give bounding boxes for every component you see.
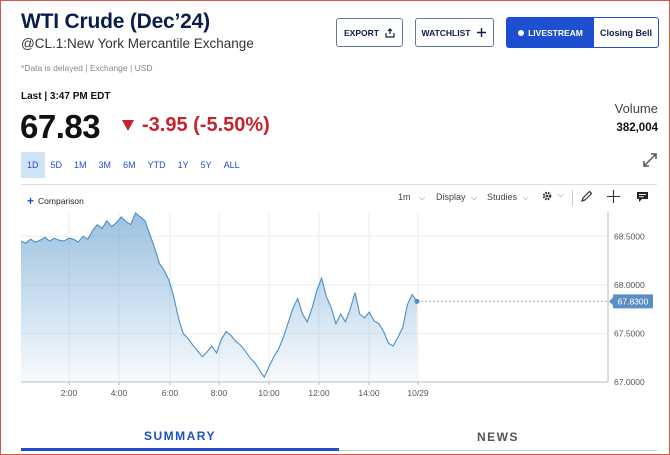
exchange-subtitle: @CL.1:New York Mercantile Exchange [21, 36, 254, 51]
x-tick-label: 4:00 [111, 388, 128, 398]
livestream-widget[interactable]: LIVESTREAM Closing Bell [506, 17, 659, 48]
x-tick-label: 6:00 [162, 388, 179, 398]
range-5y[interactable]: 5Y [200, 160, 212, 170]
price-area-fill [21, 213, 417, 382]
y-tick-label: 67.5000 [614, 328, 645, 338]
closing-bell-link[interactable]: Closing Bell [599, 27, 652, 38]
x-tick-label: 12:00 [308, 388, 330, 398]
volume-value: 382,004 [616, 122, 658, 134]
range-5d[interactable]: 5D [50, 160, 63, 170]
export-button[interactable]: EXPORT [336, 18, 403, 47]
last-value-label: 67.8300 [618, 297, 649, 307]
price-chart[interactable]: 67.8300 68.5000 68.0000 67.5000 67.0000 2:00 4… [21, 210, 657, 400]
chevron-down-icon: ⌵ [522, 193, 529, 202]
range-1d[interactable]: 1D [21, 152, 45, 178]
last-value-badge-pointer [609, 297, 613, 306]
chevron-down-icon: ⌵ [471, 193, 478, 202]
bottom-tabs: SUMMARY NEWS [21, 424, 657, 454]
x-tick-label: 14:00 [358, 388, 380, 398]
plus-icon [477, 28, 487, 37]
y-tick-label: 68.5000 [614, 231, 645, 241]
studies-dropdown[interactable]: Studies ⌵ [487, 192, 529, 203]
price-change: -3.95 (-5.50%) [142, 114, 270, 136]
comparison-label: Comparison [38, 196, 84, 206]
live-dot-icon [518, 29, 525, 36]
range-3m[interactable]: 3M [98, 160, 112, 170]
price-chart-svg: 67.8300 68.5000 68.0000 67.5000 67.0000 2:00 4… [21, 212, 653, 398]
export-icon [385, 27, 395, 38]
expand-icon[interactable] [642, 152, 658, 168]
range-ytd[interactable]: YTD [147, 160, 166, 170]
settings-dropdown[interactable]: ⌵ [541, 190, 564, 204]
time-range-selector: 1D 5D 1M 3M 6M YTD 1Y 5Y ALL [21, 152, 246, 178]
comparison-button[interactable]: + Comparison [27, 194, 84, 208]
tab-summary[interactable]: SUMMARY [21, 424, 339, 451]
livestream-button[interactable]: LIVESTREAM [507, 18, 594, 47]
volume-label: Volume [614, 101, 658, 116]
toolbar-separator [572, 190, 573, 206]
tab-news[interactable]: NEWS [339, 424, 657, 451]
toolbar-divider [21, 184, 657, 185]
watchlist-button[interactable]: WATCHLIST [415, 18, 494, 47]
comparison-plus-icon: + [27, 194, 35, 208]
interval-dropdown[interactable]: 1m ⌵ [398, 192, 425, 203]
display-label: Display [436, 192, 466, 202]
last-trade-time: Last | 3:47 PM EDT [21, 91, 111, 102]
range-all[interactable]: ALL [223, 160, 240, 170]
last-price: 67.83 [20, 108, 101, 145]
last-value-badge [613, 294, 653, 309]
page-title: WTI Crude (Dec’24) [21, 10, 210, 33]
export-label: EXPORT [344, 27, 379, 38]
x-tick-label: 8:00 [211, 388, 228, 398]
last-value-marker [414, 298, 420, 304]
range-1y[interactable]: 1Y [177, 160, 189, 170]
delayed-note: *Data is delayed | Exchange | USD [21, 63, 153, 73]
gear-icon [542, 191, 552, 201]
crosshair-icon[interactable] [606, 189, 621, 204]
watchlist-label: WATCHLIST [421, 27, 471, 38]
down-arrow-icon [122, 120, 134, 131]
range-6m[interactable]: 6M [123, 160, 136, 170]
price-line [21, 212, 418, 379]
range-1m[interactable]: 1M [74, 160, 87, 170]
chevron-down-icon: ⌵ [419, 193, 426, 202]
x-tick-label: 10/29 [407, 388, 429, 398]
y-tick-label: 68.0000 [614, 280, 645, 290]
comment-icon[interactable] [636, 191, 649, 203]
pencil-icon[interactable] [580, 190, 593, 203]
livestream-label: LIVESTREAM [528, 27, 583, 38]
x-tick-label: 10:00 [258, 388, 280, 398]
studies-label: Studies [487, 192, 518, 202]
x-tick-label: 2:00 [61, 388, 78, 398]
display-dropdown[interactable]: Display ⌵ [436, 192, 477, 203]
interval-label: 1m [398, 192, 411, 202]
chevron-down-icon: ⌵ [557, 190, 564, 199]
y-tick-label: 67.0000 [614, 377, 645, 387]
